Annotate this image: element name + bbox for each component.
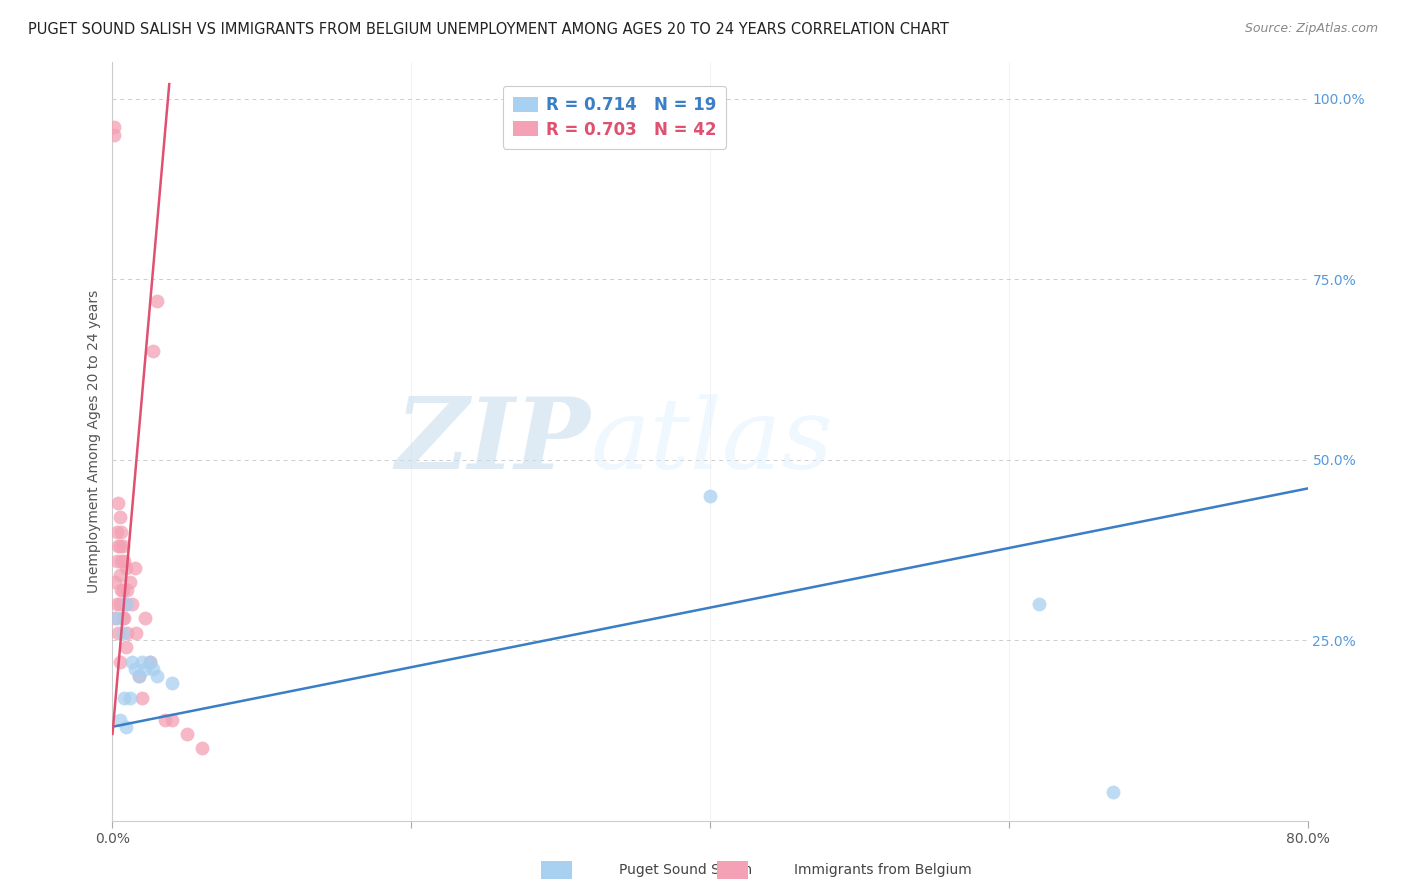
Point bbox=[104, 611, 127, 625]
Point bbox=[120, 690, 142, 705]
Point bbox=[108, 655, 131, 669]
Point bbox=[114, 690, 135, 705]
Text: Source: ZipAtlas.com: Source: ZipAtlas.com bbox=[1244, 22, 1378, 36]
Point bbox=[104, 575, 127, 590]
Point bbox=[125, 626, 148, 640]
Point bbox=[1028, 597, 1050, 611]
Point bbox=[115, 597, 138, 611]
Point bbox=[121, 597, 143, 611]
Text: ZIP: ZIP bbox=[395, 393, 591, 490]
Point bbox=[103, 128, 125, 142]
Point bbox=[111, 582, 134, 597]
Point bbox=[121, 655, 143, 669]
Point bbox=[111, 626, 134, 640]
Point bbox=[107, 626, 129, 640]
Point bbox=[139, 655, 162, 669]
Point bbox=[107, 496, 129, 510]
Point bbox=[153, 713, 176, 727]
Point bbox=[107, 539, 129, 553]
Point bbox=[105, 524, 128, 539]
Text: PUGET SOUND SALISH VS IMMIGRANTS FROM BELGIUM UNEMPLOYMENT AMONG AGES 20 TO 24 Y: PUGET SOUND SALISH VS IMMIGRANTS FROM BE… bbox=[28, 22, 949, 37]
Text: Immigrants from Belgium: Immigrants from Belgium bbox=[794, 863, 972, 877]
Point bbox=[120, 575, 142, 590]
Point bbox=[191, 741, 214, 756]
Point bbox=[111, 611, 134, 625]
Point bbox=[110, 554, 132, 568]
Point bbox=[146, 669, 169, 683]
Point bbox=[108, 713, 131, 727]
Point bbox=[111, 539, 134, 553]
Point bbox=[176, 727, 198, 741]
Point bbox=[134, 611, 156, 625]
Point bbox=[103, 120, 125, 135]
Point bbox=[115, 561, 138, 575]
Point bbox=[108, 597, 131, 611]
Point bbox=[139, 655, 162, 669]
Point bbox=[162, 676, 183, 690]
Point bbox=[117, 626, 139, 640]
Text: Puget Sound Salish: Puget Sound Salish bbox=[619, 863, 752, 877]
Point bbox=[117, 582, 139, 597]
Point bbox=[108, 510, 131, 524]
Point bbox=[108, 568, 131, 582]
Point bbox=[1102, 785, 1125, 799]
Point bbox=[124, 561, 146, 575]
Point bbox=[117, 597, 139, 611]
Point bbox=[114, 611, 135, 625]
Point bbox=[131, 690, 153, 705]
Point bbox=[131, 655, 153, 669]
Point bbox=[115, 720, 138, 734]
Point bbox=[105, 597, 128, 611]
Point bbox=[124, 662, 146, 676]
Point bbox=[142, 662, 165, 676]
Point bbox=[110, 524, 132, 539]
Point bbox=[110, 582, 132, 597]
Point bbox=[108, 539, 131, 553]
Point bbox=[105, 554, 128, 568]
Point bbox=[105, 611, 128, 625]
Point bbox=[146, 293, 169, 308]
Point bbox=[134, 662, 156, 676]
Legend: R = 0.714   N = 19, R = 0.703   N = 42: R = 0.714 N = 19, R = 0.703 N = 42 bbox=[502, 86, 727, 149]
Point bbox=[115, 640, 138, 655]
Y-axis label: Unemployment Among Ages 20 to 24 years: Unemployment Among Ages 20 to 24 years bbox=[87, 290, 101, 593]
Point bbox=[699, 489, 721, 503]
Point bbox=[128, 669, 150, 683]
Point bbox=[128, 669, 150, 683]
Point bbox=[114, 554, 135, 568]
Point bbox=[162, 713, 183, 727]
Text: atlas: atlas bbox=[591, 394, 834, 489]
Point bbox=[142, 344, 165, 359]
